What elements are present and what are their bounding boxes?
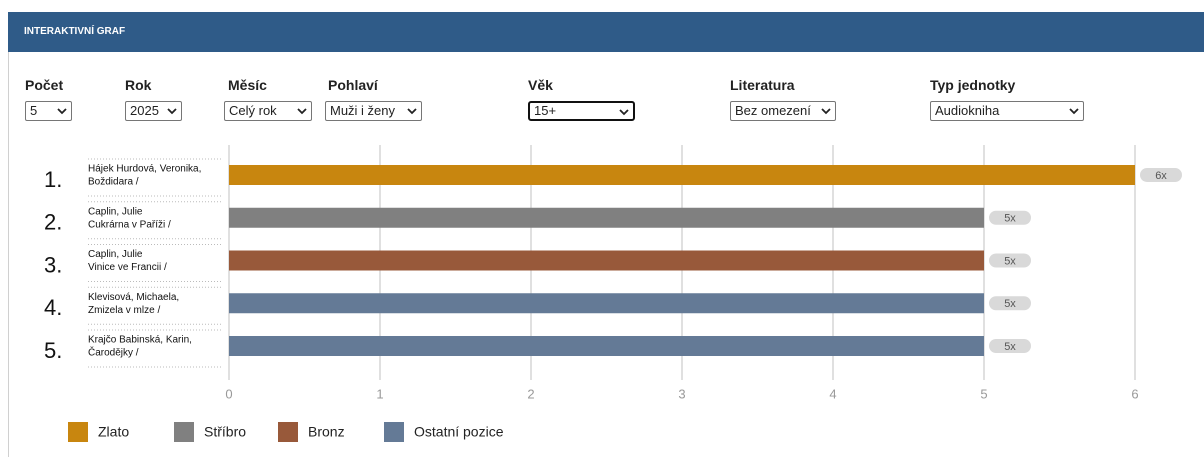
filter-value: Audiokniha [935, 103, 1000, 118]
legend-label: Zlato [98, 424, 129, 440]
filter-select[interactable]: Muži i ženy [325, 101, 422, 121]
filter-label: Pohlaví [328, 77, 378, 93]
legend-swatch [278, 422, 298, 442]
filter-label: Věk [528, 77, 553, 93]
rank: 5. [44, 338, 62, 363]
x-tick-label: 4 [829, 386, 836, 401]
x-tick-label: 5 [980, 386, 987, 401]
x-tick-label: 6 [1131, 386, 1138, 401]
x-tick-label: 0 [225, 386, 232, 401]
value-pill [1140, 168, 1182, 182]
chevron [407, 108, 417, 115]
filter-select[interactable]: Audiokniha [930, 101, 1084, 121]
filter-select[interactable]: 5 [25, 101, 72, 121]
category-label: Zmizela v mlze / [88, 305, 160, 316]
category-label: Boždidara / [88, 177, 139, 188]
header-title: INTERAKTIVNÍ GRAF [24, 26, 126, 37]
bar [229, 336, 984, 356]
chevron [821, 108, 831, 115]
category-label: Krajčo Babinská, Karin, [88, 335, 192, 346]
category-label: Čarodějky / [88, 346, 139, 359]
chevron [1069, 108, 1079, 115]
value-pill [989, 210, 1031, 225]
legend-swatch [174, 422, 194, 442]
filter-label: Počet [25, 77, 64, 93]
chevron [57, 108, 67, 115]
filter-value: Muži i ženy [330, 103, 396, 118]
chevron [297, 108, 307, 115]
x-tick-label: 3 [678, 386, 685, 401]
bar [229, 250, 984, 271]
filter-label: Rok [125, 77, 152, 93]
legend-swatch [384, 422, 404, 442]
rank: 2. [44, 210, 62, 235]
bar [229, 293, 984, 314]
category-label: Klevisová, Michaela, [88, 292, 179, 303]
filter-value: Bez omezení [735, 103, 811, 118]
filter-label: Literatura [730, 77, 795, 93]
filter-value: 15+ [534, 103, 557, 118]
category-label: Cukrárna v Paříži / [88, 219, 171, 230]
filter-select[interactable]: 2025 [125, 101, 182, 121]
x-tick-label: 1 [376, 386, 383, 401]
filter-select[interactable]: Bez omezení [730, 101, 836, 121]
category-label: Vinice ve Francii / [88, 262, 167, 273]
value-label: 5x [1004, 341, 1016, 353]
header-bar: INTERAKTIVNÍ GRAF [8, 12, 1204, 52]
value-label: 6x [1155, 170, 1167, 182]
category-label: Caplin, Julie [88, 249, 143, 260]
value-pill [989, 253, 1031, 268]
rank: 1. [44, 167, 62, 192]
filter-value: 2025 [130, 103, 159, 118]
filter-label: Typ jednotky [930, 77, 1016, 93]
x-tick-label: 2 [527, 386, 534, 401]
bar [229, 207, 984, 228]
category-label: Hájek Hurdová, Veronika, [88, 164, 201, 175]
filter-select[interactable]: Celý rok [224, 101, 312, 121]
panel-border [8, 52, 9, 457]
filter-select[interactable]: 15+ [528, 101, 635, 121]
filter-value: 5 [30, 103, 38, 118]
value-label: 5x [1004, 255, 1016, 267]
bar [229, 165, 1135, 185]
filter-value: Celý rok [229, 103, 277, 118]
value-label: 5x [1004, 213, 1016, 225]
chevron [619, 109, 629, 116]
value-pill [989, 339, 1031, 353]
value-label: 5x [1004, 298, 1016, 310]
legend-label: Stříbro [204, 424, 246, 440]
category-label: Caplin, Julie [88, 206, 143, 217]
filter-label: Měsíc [228, 77, 267, 93]
legend-label: Ostatní pozice [414, 424, 504, 440]
rank: 3. [44, 252, 62, 277]
legend-swatch [68, 422, 88, 442]
rank: 4. [44, 295, 62, 320]
chevron [167, 108, 177, 115]
value-pill [989, 296, 1031, 311]
legend-label: Bronz [308, 424, 345, 440]
